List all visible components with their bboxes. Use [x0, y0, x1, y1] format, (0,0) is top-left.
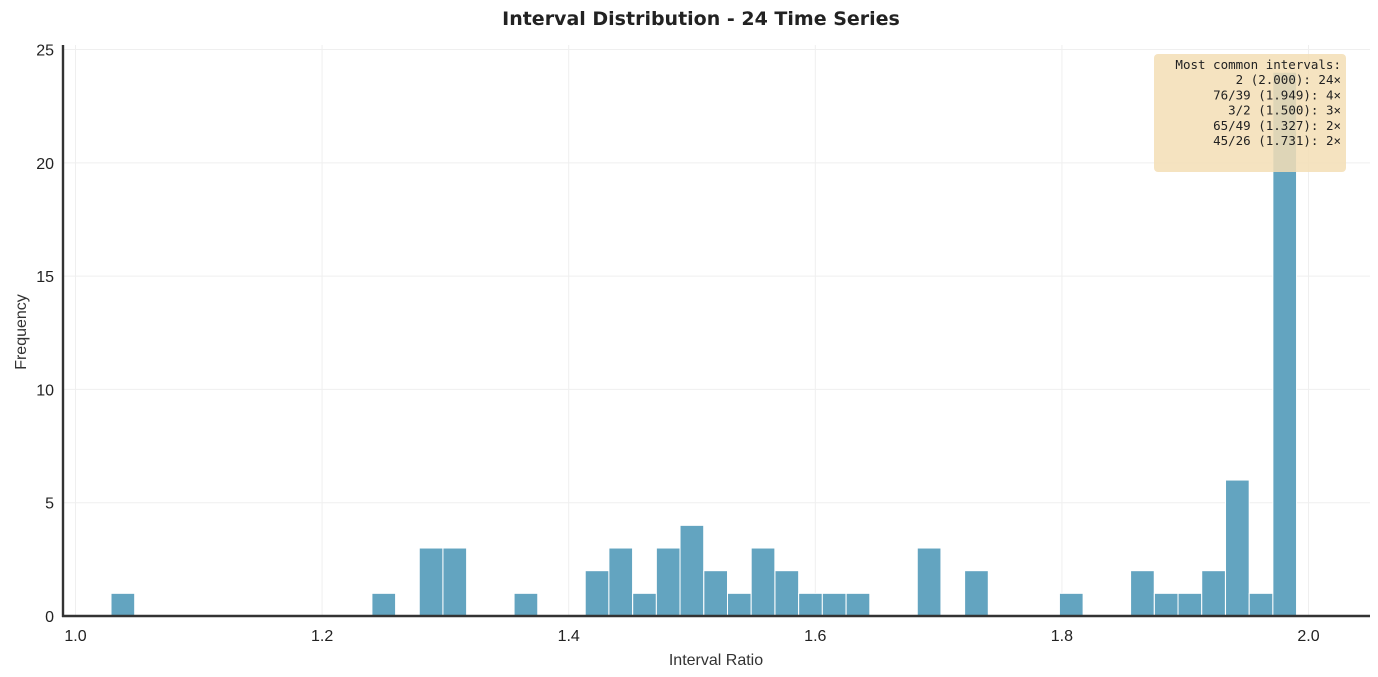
x-tick-label: 1.0 [64, 628, 86, 645]
histogram-bar [679, 524, 705, 617]
y-tick-label: 0 [45, 609, 54, 626]
histogram-bar [916, 547, 942, 617]
histogram-bar [1130, 570, 1155, 617]
y-tick-label: 20 [36, 156, 54, 173]
annotation-background [1154, 54, 1346, 172]
histogram-bar [750, 547, 776, 617]
histogram-bar [1177, 592, 1203, 617]
y-tick-label: 25 [36, 43, 54, 60]
histogram-bar [1225, 479, 1250, 617]
annotation-text: Most common intervals: 2 (2.000): 24× 76/3… [1175, 57, 1341, 148]
x-tick-label: 1.8 [1051, 628, 1073, 645]
y-tick-labels: 0 5 10 15 20 25 [36, 43, 54, 626]
histogram-bar [1153, 592, 1179, 617]
histogram-bar [703, 570, 729, 617]
annotation-line: 45/26 (1.731): 2× [1213, 133, 1341, 148]
chart-title: Interval Distribution - 24 Time Series [502, 8, 900, 30]
bars [110, 71, 1298, 617]
y-tick-label: 15 [36, 269, 54, 286]
histogram-bar [845, 592, 871, 617]
histogram-bar [110, 592, 136, 617]
y-axis-label: Frequency [13, 294, 30, 370]
histogram-bar [608, 547, 634, 617]
x-tick-label: 1.6 [804, 628, 826, 645]
annotation-line: 2 (2.000): 24× [1236, 72, 1341, 87]
histogram-bar [418, 547, 444, 617]
histogram-bar [513, 592, 539, 617]
histogram-bar [371, 592, 397, 617]
histogram-bar [821, 592, 847, 617]
histogram-bar [798, 592, 823, 617]
histogram-bar [632, 592, 657, 617]
annotation-line: 65/49 (1.327): 2× [1213, 118, 1341, 133]
histogram-bar [964, 570, 989, 617]
histogram-bar [774, 570, 800, 617]
histogram-bar [442, 547, 468, 617]
histogram-bar [727, 592, 752, 617]
annotation-box: Most common intervals: 2 (2.000): 24× 76/3… [1154, 54, 1346, 172]
x-tick-label: 2.0 [1297, 628, 1319, 645]
histogram-bar [1248, 592, 1274, 617]
annotation-line: Most common intervals: [1175, 57, 1341, 72]
histogram-bar [655, 547, 681, 617]
x-tick-labels: 1.0 1.2 1.4 1.6 1.8 2.0 [64, 628, 1319, 645]
x-axis-label: Interval Ratio [669, 652, 763, 669]
x-tick-label: 1.4 [558, 628, 580, 645]
y-tick-label: 5 [45, 496, 54, 513]
histogram-bar [1058, 592, 1084, 617]
histogram-bar [584, 570, 610, 617]
x-tick-label: 1.2 [311, 628, 333, 645]
annotation-line: 3/2 (1.500): 3× [1228, 103, 1341, 118]
annotation-line: 76/39 (1.949): 4× [1213, 87, 1341, 102]
y-tick-label: 10 [36, 382, 54, 399]
histogram-bar [1201, 570, 1226, 617]
